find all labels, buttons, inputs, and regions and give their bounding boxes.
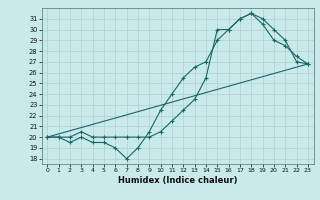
X-axis label: Humidex (Indice chaleur): Humidex (Indice chaleur) xyxy=(118,176,237,185)
